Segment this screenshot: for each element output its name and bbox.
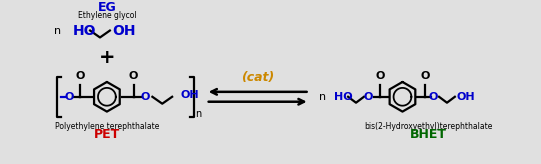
Text: n: n [54, 26, 61, 36]
Text: Ethylene glycol: Ethylene glycol [77, 11, 136, 20]
Text: O: O [129, 71, 138, 81]
Text: n: n [319, 92, 326, 102]
Text: OH: OH [180, 90, 199, 100]
Text: OH: OH [457, 92, 476, 102]
Text: n: n [195, 109, 201, 119]
Text: O: O [428, 92, 438, 102]
Text: +: + [98, 48, 115, 67]
Text: EG: EG [97, 1, 116, 14]
Text: PET: PET [94, 128, 120, 141]
Text: BHET: BHET [410, 128, 447, 141]
Text: OH: OH [112, 24, 135, 38]
Text: bis(2-Hydroxyethyl)terephthalate: bis(2-Hydroxyethyl)terephthalate [364, 122, 492, 131]
Text: HO: HO [72, 24, 96, 38]
Text: Polyethylene terephthalate: Polyethylene terephthalate [55, 122, 159, 131]
Text: O: O [363, 92, 373, 102]
Text: O: O [141, 92, 150, 102]
Text: HO: HO [334, 92, 353, 102]
Text: O: O [76, 71, 85, 81]
Text: (cat): (cat) [241, 71, 274, 83]
Text: O: O [64, 92, 74, 102]
Text: O: O [420, 71, 430, 81]
Text: O: O [375, 71, 385, 81]
